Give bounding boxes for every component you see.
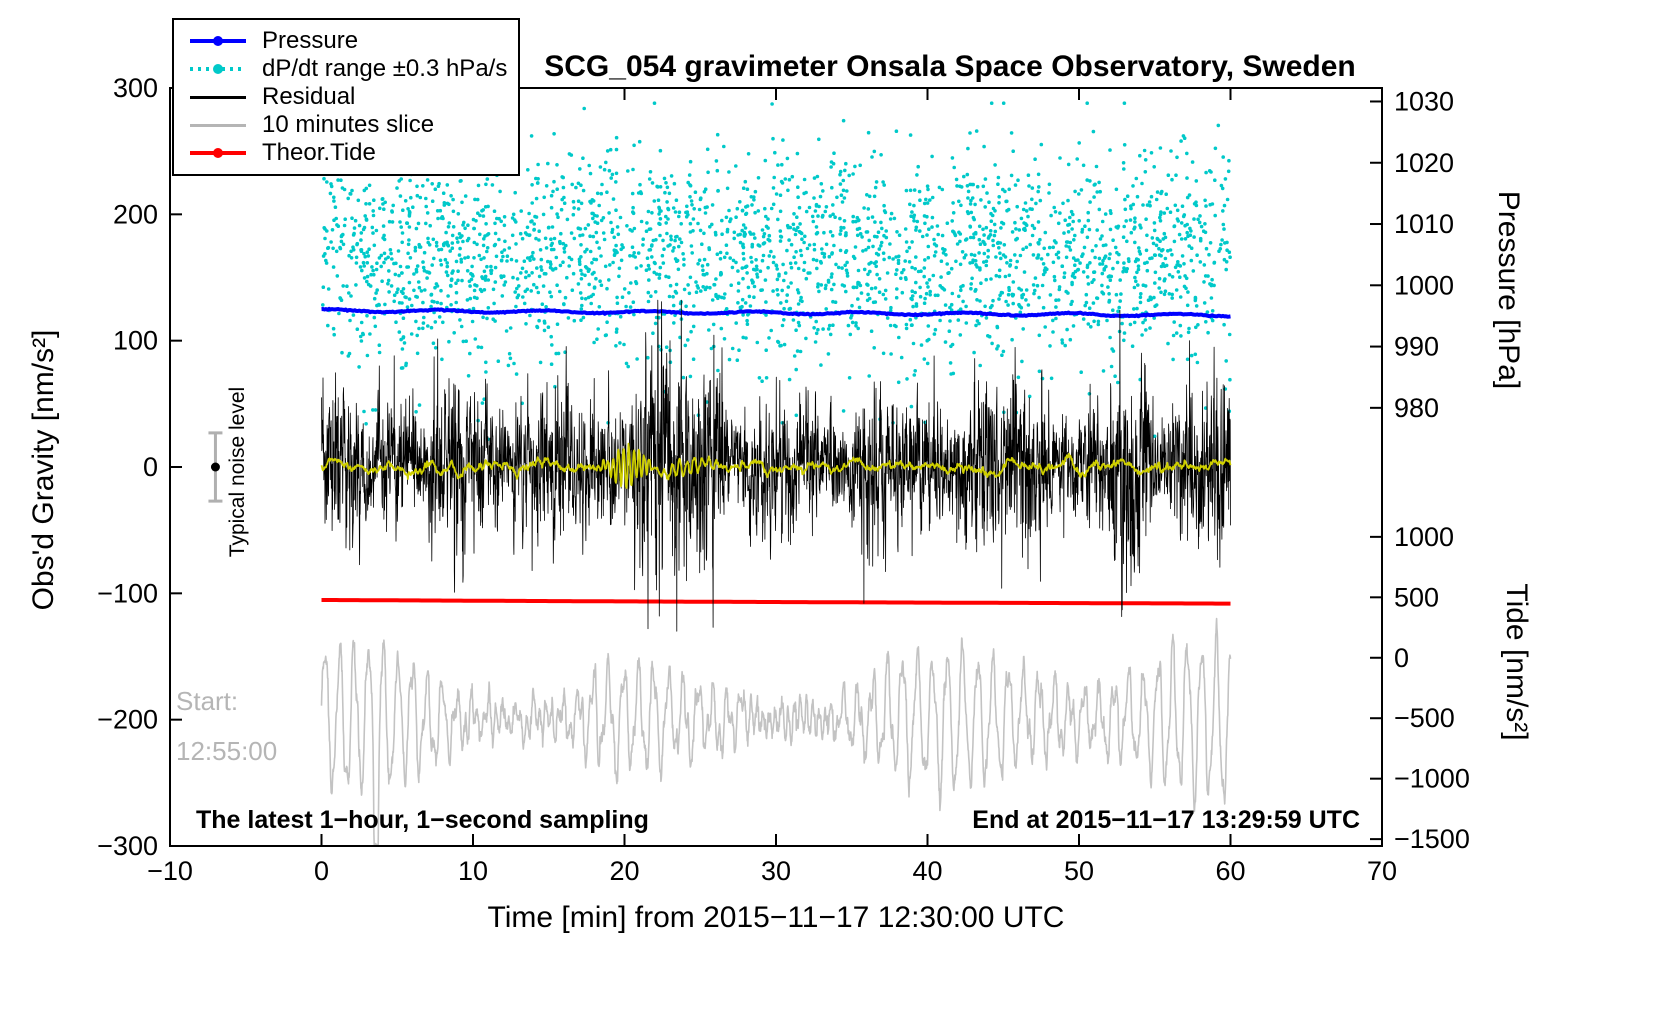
- legend-item: Residual: [190, 83, 518, 111]
- pressure-tick-label: 990: [1394, 332, 1439, 362]
- gravity-tick-label: −300: [97, 831, 158, 861]
- gravity-tick-label: 200: [113, 199, 158, 229]
- gravity-tick-label: 0: [143, 452, 158, 482]
- legend-label: 10 minutes slice: [262, 111, 435, 138]
- x-tick-label: 40: [912, 856, 942, 886]
- gravity-tick-label: −200: [97, 705, 158, 735]
- gravity-tick-label: −100: [97, 578, 158, 608]
- legend-marker-icon: [190, 123, 246, 127]
- x-tick-label: 0: [314, 856, 329, 886]
- pressure-tick-label: 1030: [1394, 86, 1454, 116]
- gravity-tick-label: 300: [113, 73, 158, 103]
- pressure-tick-label: 1010: [1394, 209, 1454, 239]
- end-time-note: End at 2015−11−17 13:29:59 UTC: [972, 806, 1360, 834]
- start-time-label: Start: 12:55:00: [176, 676, 277, 776]
- series-dpdt-scatter: [321, 101, 1232, 442]
- x-tick-label: −10: [147, 856, 193, 886]
- series-pressure: [321, 306, 1231, 319]
- axis-ticks: −10 0 10 20 30 40 50 60 703002001000−100−200−300…: [97, 73, 1470, 886]
- legend-marker-icon: [190, 148, 246, 158]
- tide-tick-label: 1000: [1394, 522, 1454, 552]
- legend-item: Pressure: [190, 27, 518, 55]
- legend-item: 10 minutes slice: [190, 111, 518, 139]
- series-residual: [321, 299, 1231, 632]
- series-theor-tide: [321, 598, 1231, 606]
- legend-dot-icon: [213, 148, 223, 158]
- legend-item: dP/dt range ±0.3 hPa/s: [190, 55, 518, 83]
- legend-marker-icon: [190, 64, 246, 74]
- legend-label: dP/dt range ±0.3 hPa/s: [262, 55, 508, 82]
- tide-tick-label: −1500: [1394, 824, 1470, 854]
- legend-label: Residual: [262, 83, 356, 110]
- chart-title: SCG_054 gravimeter Onsala Space Observat…: [544, 50, 1356, 83]
- legend: Pressure dP/dt range ±0.3 hPa/s Residual 10…: [172, 18, 520, 176]
- pressure-tick-label: 980: [1394, 393, 1439, 423]
- tide-axis-label: Tide [nm/s²]: [1500, 583, 1533, 741]
- gravity-tick-label: 100: [113, 326, 158, 356]
- legend-item: Theor.Tide: [190, 139, 518, 167]
- legend-dot-icon: [213, 36, 223, 46]
- legend-dot-icon: [213, 64, 223, 74]
- x-tick-label: 20: [609, 856, 639, 886]
- x-axis-label: Time [min] from 2015−11−17 12:30:00 UTC: [487, 901, 1065, 934]
- series-smoothed-residual: [320, 442, 1232, 489]
- tide-tick-label: 0: [1394, 643, 1409, 673]
- start-time-value: 12:55:00: [176, 736, 278, 766]
- series-10min-slice: [320, 617, 1232, 846]
- legend-label: Theor.Tide: [262, 139, 376, 166]
- left-axis-label: Obs'd Gravity [nm/s²]: [27, 329, 60, 611]
- x-tick-label: 10: [458, 856, 488, 886]
- pressure-tick-label: 1000: [1394, 270, 1454, 300]
- x-tick-label: 70: [1367, 856, 1397, 886]
- legend-marker-icon: [190, 36, 246, 46]
- tide-tick-label: −1000: [1394, 764, 1470, 794]
- sampling-note: The latest 1−hour, 1−second sampling: [196, 806, 649, 834]
- noise-errorbar: [208, 431, 223, 503]
- pressure-axis-label: Pressure [hPa]: [1492, 190, 1525, 390]
- noise-level-label: Typical noise level: [226, 386, 249, 558]
- tide-tick-label: −500: [1394, 703, 1455, 733]
- x-tick-label: 50: [1064, 856, 1094, 886]
- legend-marker-icon: [190, 95, 246, 99]
- pressure-tick-label: 1020: [1394, 148, 1454, 178]
- series-layer: [320, 101, 1232, 846]
- x-tick-label: 60: [1215, 856, 1245, 886]
- start-time-caption: Start:: [176, 686, 239, 716]
- x-tick-label: 30: [761, 856, 791, 886]
- tide-tick-label: 500: [1394, 582, 1439, 612]
- legend-label: Pressure: [262, 27, 359, 54]
